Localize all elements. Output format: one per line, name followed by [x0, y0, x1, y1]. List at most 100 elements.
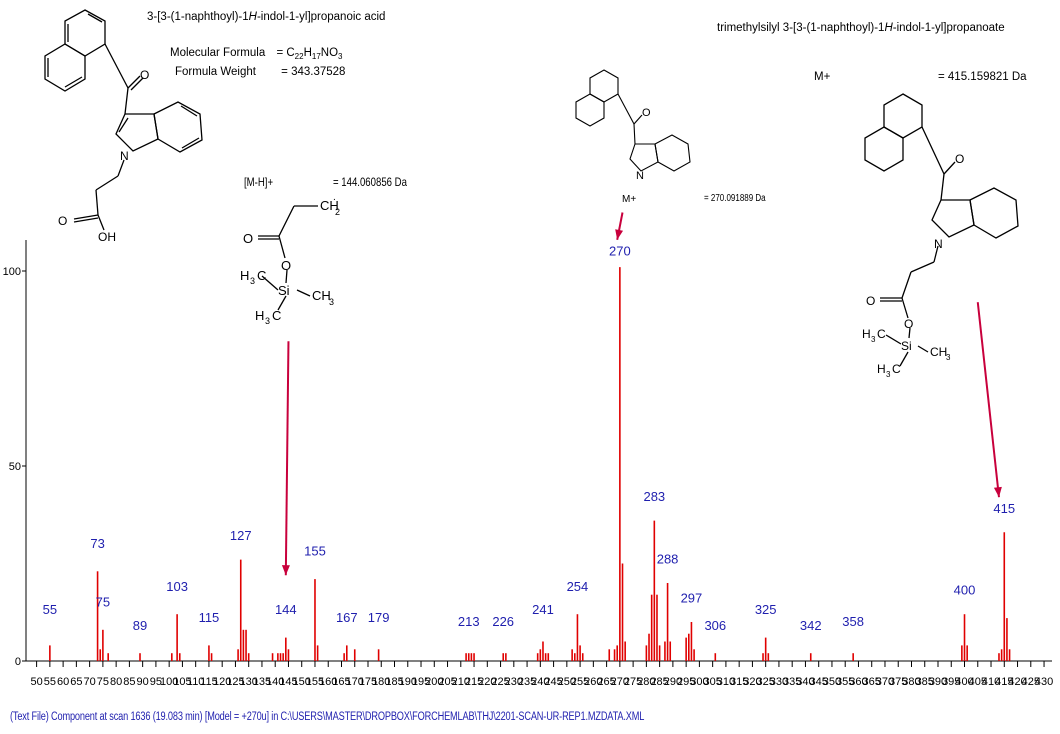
h3c-2-sub: 3	[265, 316, 270, 326]
x-tick-label: 375	[889, 676, 907, 688]
h3c-1-c: C	[257, 268, 266, 283]
x-tick-label: 125	[226, 676, 244, 688]
peak-label: 254	[567, 579, 589, 594]
x-tick-label: 250	[558, 676, 576, 688]
weight-value: = 343.37528	[281, 66, 346, 78]
atom-O-left: O	[140, 68, 149, 82]
y-tick-label: 50	[9, 461, 21, 473]
x-tick-label: 50	[30, 676, 42, 688]
x-tick-label: 390	[929, 676, 947, 688]
weight-label: Formula Weight	[175, 66, 256, 78]
x-tick-label: 385	[916, 676, 934, 688]
atom-N-270: N	[636, 170, 644, 182]
x-tick-label: 75	[97, 676, 109, 688]
x-tick-label: 140	[266, 676, 284, 688]
fragment-270-atoms: O N	[636, 107, 651, 182]
compound-right-name-prefix: trimethylsilyl 3-[3-(1-naphthoyl)-1	[717, 22, 885, 34]
x-tick-label: 70	[84, 676, 96, 688]
x-tick-label: 60	[57, 676, 69, 688]
atom-O-270: O	[642, 107, 651, 119]
peak-labels: 55 73 75 89 103 115 127 144 155 167 179 213 226 241 25…	[43, 243, 1016, 632]
atom-N-left: N	[120, 149, 129, 163]
compound-right-name-suffix: -indol-1-yl]propanoate	[892, 22, 1005, 34]
r-ch3: CH	[930, 345, 947, 359]
peak-label: 115	[199, 610, 220, 625]
fragment-144-atoms: CH 2 . O O H 3 C Si CH 3 H 3 C	[240, 192, 340, 326]
x-tick-label: 220	[478, 676, 496, 688]
x-tick-label: 195	[412, 676, 430, 688]
structure-right	[864, 93, 1019, 367]
peak-label: 144	[275, 602, 297, 617]
annotation-arrow-line	[284, 341, 290, 576]
annotation-arrow-line	[976, 302, 1000, 498]
x-tick-label: 280	[637, 676, 655, 688]
h3c-2: H	[255, 308, 264, 323]
peak-label: 155	[304, 544, 326, 559]
x-tick-label: 175	[359, 676, 377, 688]
compound-left-name-prefix: 3-[3-(1-naphthoyl)-1	[147, 11, 249, 23]
x-tick-label: 270	[611, 676, 629, 688]
ch2-dot: .	[333, 192, 336, 203]
x-tick-label: 275	[624, 676, 642, 688]
x-tick-label: 345	[810, 676, 828, 688]
peak-label: 270	[609, 243, 631, 258]
y-tick-label: 0	[15, 656, 21, 668]
x-tick-label: 130	[240, 676, 258, 688]
x-tick-label: 135	[253, 676, 271, 688]
x-tick-label: 335	[783, 676, 801, 688]
x-tick-label: 190	[399, 676, 417, 688]
peak-label: 167	[336, 610, 358, 625]
molecular-formula: Molecular Formula = C22H17NO3	[170, 47, 343, 61]
peak-label: 283	[643, 489, 665, 504]
x-tick-label: 90	[137, 676, 149, 688]
x-tick-label: 325	[756, 676, 774, 688]
r-h3c-1-sub: 3	[871, 335, 876, 344]
formula-o-count: 3	[338, 52, 343, 61]
atom-O-ester: O	[866, 294, 875, 308]
x-tick-label: 240	[531, 676, 549, 688]
fragment-270-value: = 270.091889 Da	[704, 193, 766, 204]
formula-weight: Formula Weight = 343.37528	[175, 66, 345, 78]
footer-file-info: (Text File) Component at scan 1636 (19.0…	[10, 711, 645, 723]
peak-label: 73	[90, 536, 104, 551]
y-tick-label: 100	[3, 266, 21, 278]
x-tick-label: 225	[491, 676, 509, 688]
x-tick-label: 180	[372, 676, 390, 688]
x-tick-label: 330	[770, 676, 788, 688]
compound-right-name: trimethylsilyl 3-[3-(1-naphthoyl)-1H-ind…	[717, 22, 1005, 34]
fragment-270-label: M+	[622, 194, 637, 205]
peak-label: 415	[993, 501, 1015, 516]
formula-label: Molecular Formula	[170, 47, 266, 59]
x-tick-label: 310	[717, 676, 735, 688]
x-tick-label: 205	[438, 676, 456, 688]
x-tick-label: 415	[995, 676, 1013, 688]
formula-h: H	[303, 47, 312, 59]
x-tick-label: 95	[150, 676, 162, 688]
peak-label: 358	[842, 614, 864, 629]
x-tick-label: 105	[173, 676, 191, 688]
compound-left-name-suffix: -indol-1-yl]propanoic acid	[256, 11, 386, 23]
x-tick-label: 230	[505, 676, 523, 688]
x-tick-label: 340	[796, 676, 814, 688]
r-h3c-2-c: C	[892, 362, 901, 376]
x-tick-label: 370	[876, 676, 894, 688]
atom-O2-frag: O	[281, 258, 291, 273]
x-tick-label: 120	[213, 676, 231, 688]
peak-label: 127	[230, 528, 252, 543]
x-tick-label: 210	[452, 676, 470, 688]
structure-fragment-270	[575, 69, 691, 172]
x-tick-label: 235	[518, 676, 536, 688]
peak-label: 325	[755, 602, 777, 617]
x-tick-label: 290	[664, 676, 682, 688]
atom-OH-acid: OH	[98, 230, 116, 244]
fragment-144-label: [M-H]+	[244, 175, 274, 189]
structure-right-atoms: O N O O H 3 C Si CH 3 H 3 C	[862, 152, 964, 379]
annotation-arrow-head	[993, 486, 1002, 498]
x-tick-label: 65	[70, 676, 82, 688]
x-tick-label: 170	[346, 676, 364, 688]
x-tick-label: 360	[849, 676, 867, 688]
x-tick-label: 260	[584, 676, 602, 688]
peak-series	[49, 267, 1011, 661]
x-tick-label: 55	[44, 676, 56, 688]
